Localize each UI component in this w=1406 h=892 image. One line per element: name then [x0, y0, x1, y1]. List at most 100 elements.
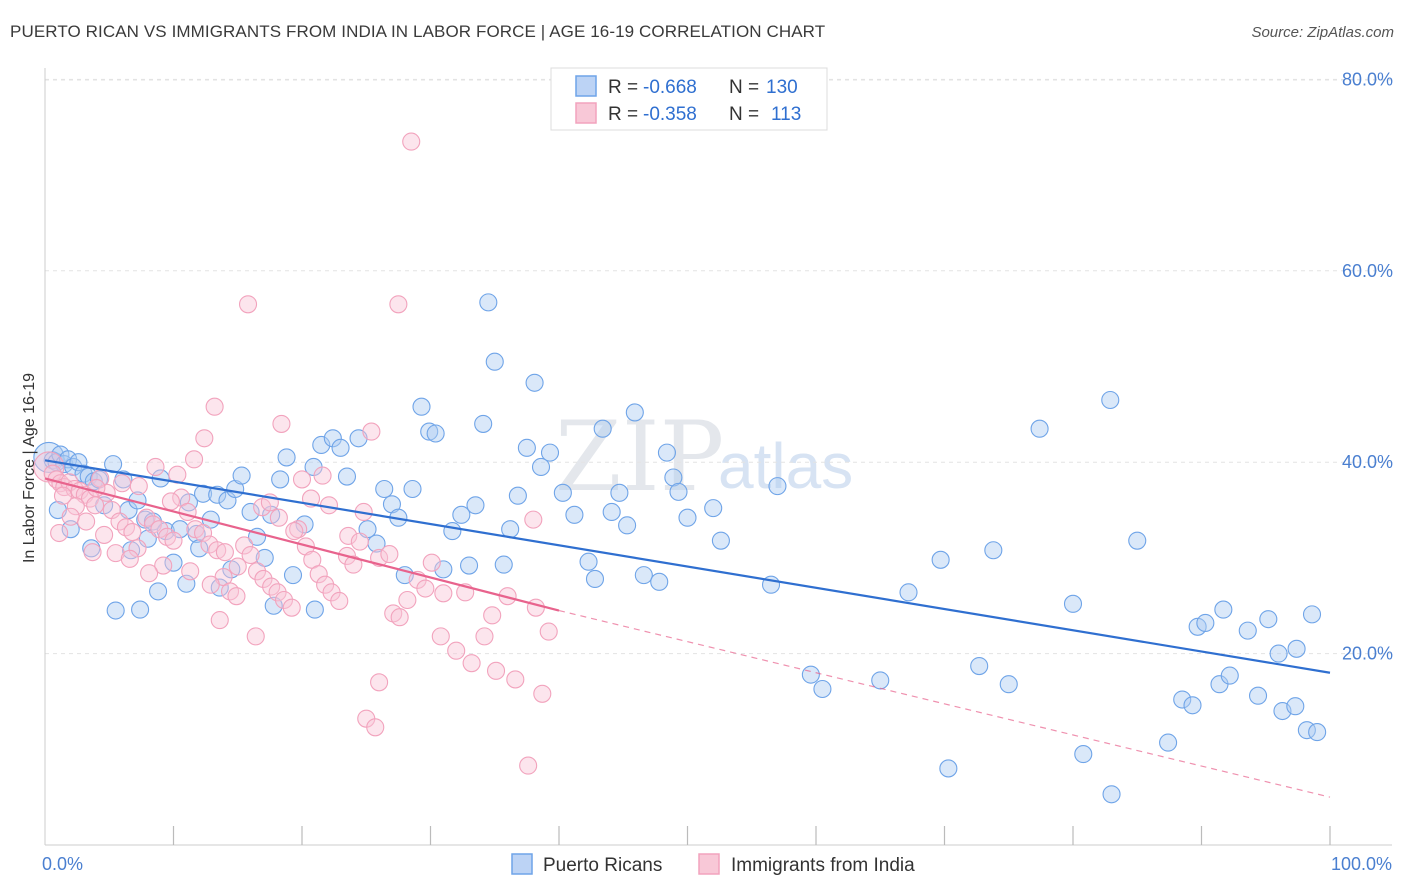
- scatter-point-puerto-rican: [1248, 686, 1268, 705]
- scatter-point-puerto-rican: [579, 552, 598, 571]
- scatter-point-immigrant-from-india: [309, 565, 328, 584]
- y-axis-label: In Labor Force | Age 16-19: [21, 373, 38, 563]
- legend-r-label-blue: R =: [608, 77, 638, 98]
- scatter-point-puerto-rican: [403, 479, 422, 499]
- scatter-point-puerto-rican: [657, 443, 676, 462]
- scatter-point-immigrant-from-india: [210, 611, 229, 630]
- y-tick-label: 60.0%: [1342, 261, 1393, 281]
- scatter-point-puerto-rican: [1269, 644, 1288, 663]
- scatter-point-immigrant-from-india: [137, 508, 156, 527]
- watermark-atlas: atlas: [718, 430, 853, 502]
- legend-r-value-pink: -0.358: [643, 104, 697, 125]
- legend-r-label-pink: R =: [608, 104, 638, 125]
- y-tick-label: 80.0%: [1342, 69, 1393, 89]
- legend-n-value-pink: 113: [771, 104, 801, 125]
- scatter-point-puerto-rican: [618, 516, 637, 535]
- scatter-point-immigrant-from-india: [201, 575, 220, 594]
- scatter-point-immigrant-from-india: [389, 295, 408, 314]
- scatter-point-immigrant-from-india: [129, 477, 148, 496]
- scatter-point-puerto-rican: [610, 483, 629, 502]
- scatter-point-immigrant-from-india: [150, 520, 169, 539]
- scatter-point-immigrant-from-india: [238, 295, 258, 314]
- scatter-point-puerto-rican: [634, 566, 653, 585]
- series-puerto-ricans: [33, 293, 1327, 804]
- scatter-point-immigrant-from-india: [533, 684, 552, 703]
- legend-box: [550, 67, 828, 131]
- scatter-point-immigrant-from-india: [506, 670, 525, 689]
- scatter-point-puerto-rican: [466, 496, 485, 515]
- scatter-point-immigrant-from-india: [434, 584, 453, 603]
- scatter-point-immigrant-from-india: [195, 429, 214, 448]
- scatter-point-puerto-rican: [1287, 639, 1306, 658]
- x-ticks: [172, 826, 1331, 845]
- scatter-point-immigrant-from-india: [77, 512, 96, 531]
- scatter-point-puerto-rican: [931, 550, 950, 569]
- bottom-legend-label-puerto-ricans: Puerto Ricans: [543, 855, 662, 876]
- scatter-point-immigrant-from-india: [185, 450, 204, 469]
- scatter-point-puerto-rican: [305, 600, 324, 619]
- scatter-point-puerto-rican: [768, 477, 787, 496]
- bottom-legend-swatch-blue: [511, 853, 533, 875]
- scatter-point-immigrant-from-india: [61, 507, 80, 526]
- scatter-point-immigrant-from-india: [462, 654, 481, 673]
- scatter-point-puerto-rican: [283, 566, 303, 585]
- scatter-point-immigrant-from-india: [362, 422, 381, 441]
- scatter-point-puerto-rican: [1220, 666, 1239, 685]
- scatter-point-immigrant-from-india: [475, 627, 494, 646]
- scatter-point-puerto-rican: [337, 467, 357, 486]
- scatter-point-immigrant-from-india: [254, 569, 273, 589]
- scatter-point-puerto-rican: [312, 435, 331, 455]
- scatter-point-immigrant-from-india: [390, 608, 409, 627]
- scatter-point-immigrant-from-india: [416, 579, 435, 598]
- scatter-point-immigrant-from-india: [140, 564, 159, 583]
- scatter-point-immigrant-from-india: [120, 549, 139, 568]
- scatter-point-puerto-rican: [459, 556, 479, 575]
- scatter-point-puerto-rican: [255, 548, 274, 567]
- scatter-point-immigrant-from-india: [282, 598, 301, 617]
- chart-source: Source: ZipAtlas.com: [1251, 24, 1394, 41]
- scatter-point-puerto-rican: [1214, 600, 1233, 619]
- scatter-point-immigrant-from-india: [313, 466, 332, 485]
- scatter-point-puerto-rican: [264, 596, 283, 615]
- scatter-point-immigrant-from-india: [447, 641, 466, 660]
- scatter-point-immigrant-from-india: [316, 575, 335, 594]
- scatter-point-puerto-rican: [664, 468, 683, 487]
- scatter-point-immigrant-from-india: [431, 627, 450, 646]
- scatter-point-immigrant-from-india: [50, 523, 69, 543]
- scatter-point-immigrant-from-india: [235, 536, 254, 555]
- scatter-point-puerto-rican: [1308, 723, 1327, 742]
- legend-swatch-pink: [575, 102, 597, 124]
- scatter-point-puerto-rican: [164, 553, 183, 572]
- scatter-point-puerto-rican: [375, 479, 394, 499]
- bottom-legend: Puerto Ricans Immigrants from India: [511, 853, 915, 876]
- scatter-point-puerto-rican: [412, 397, 431, 416]
- scatter-point-puerto-rican: [1259, 610, 1278, 629]
- scatter-point-puerto-rican: [434, 560, 453, 579]
- scatter-point-immigrant-from-india: [247, 562, 267, 581]
- scatter-point-immigrant-from-india: [241, 545, 260, 565]
- scatter-point-immigrant-from-india: [370, 673, 389, 692]
- scatter-point-immigrant-from-india: [519, 756, 538, 775]
- scatter-point-immigrant-from-india: [526, 598, 545, 617]
- scatter-point-puerto-rican: [485, 352, 504, 371]
- scatter-point-puerto-rican: [711, 531, 730, 550]
- trend-lines: [44, 459, 1331, 798]
- scatter-point-immigrant-from-india: [194, 523, 213, 543]
- scatter-point-immigrant-from-india: [181, 562, 200, 581]
- scatter-point-puerto-rican: [525, 373, 544, 392]
- scatter-point-puerto-rican: [970, 656, 989, 676]
- scatter-point-immigrant-from-india: [486, 661, 506, 680]
- legend-n-value-blue: 130: [766, 77, 798, 98]
- scatter-point-puerto-rican: [1063, 594, 1083, 613]
- watermark: ZIP atlas: [555, 401, 853, 513]
- scatter-point-puerto-rican: [602, 502, 621, 522]
- scatter-point-immigrant-from-india: [246, 627, 265, 646]
- legend-n-label-pink: N =: [729, 104, 759, 125]
- scatter-point-puerto-rican: [479, 293, 498, 312]
- trend-line-immigrants-from-india: [44, 477, 560, 612]
- y-tick-labels: 20.0% 40.0% 60.0% 80.0%: [1342, 69, 1393, 663]
- scatter-point-puerto-rican: [1196, 613, 1215, 633]
- legend-r-value-blue: -0.668: [643, 77, 697, 98]
- scatter-point-puerto-rican: [1074, 745, 1093, 764]
